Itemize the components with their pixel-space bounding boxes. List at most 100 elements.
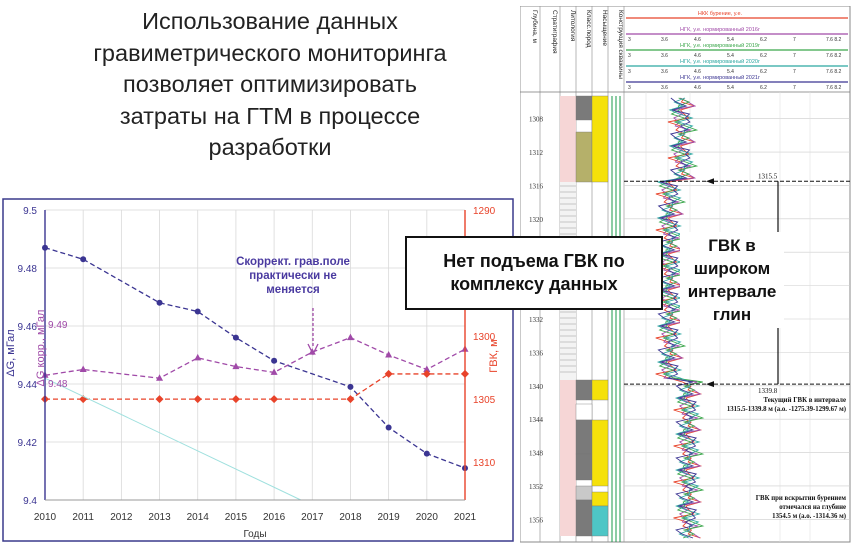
depth-label: 1352 bbox=[529, 483, 544, 491]
rock-class-block bbox=[575, 499, 593, 537]
grid-layer bbox=[44, 209, 466, 501]
legend-tick: 6.2 bbox=[760, 37, 767, 43]
legend-tick: 5.4 bbox=[727, 37, 734, 43]
point-gvk bbox=[422, 369, 431, 378]
legend-tick: 7 bbox=[793, 69, 796, 75]
y-tick-label-left: 9.5 bbox=[23, 206, 37, 217]
series-layer bbox=[41, 244, 469, 501]
series-line-trend bbox=[44, 377, 302, 501]
saturation-block bbox=[591, 419, 609, 487]
legend-tick: 6.2 bbox=[760, 85, 767, 91]
legend-tick: 4.6 bbox=[694, 69, 701, 75]
saturation-block bbox=[591, 95, 609, 183]
point-dg_corr bbox=[232, 362, 240, 370]
legend-tick: 5.4 bbox=[727, 69, 734, 75]
column-heading: Насыщение bbox=[601, 10, 608, 46]
legend-tick: 6.2 bbox=[760, 69, 767, 75]
depth-label: 1340 bbox=[529, 383, 544, 391]
point-dg bbox=[423, 450, 430, 457]
x-tick-label: 2021 bbox=[454, 512, 477, 523]
x-axis-label: Годы bbox=[243, 529, 266, 540]
current-gwc-note: Текущий ГВК в интервале bbox=[763, 397, 846, 404]
slide-title: Использование данных гравиметрического м… bbox=[93, 8, 447, 160]
y-axis-label-right: ГВК, м bbox=[488, 339, 500, 372]
annotation-line: меняется bbox=[266, 284, 319, 296]
legend-tick: 3.6 bbox=[661, 53, 668, 59]
legend-tick: 6.2 bbox=[760, 53, 767, 59]
lithology-bottom bbox=[560, 380, 576, 536]
legend-tick: 3 bbox=[628, 37, 631, 43]
callout-no-gwc-rise: Нет подъема ГВК по комплексу данных bbox=[405, 236, 663, 310]
depth-label: 1312 bbox=[529, 149, 544, 157]
point-dg bbox=[80, 256, 87, 263]
y-tick-label-left: 9.4 bbox=[23, 496, 37, 507]
legend-label: НГК, у.е. нормированный 2016г bbox=[680, 26, 760, 33]
legend-tick: 7 bbox=[793, 53, 796, 59]
lithology-top bbox=[560, 96, 576, 182]
legend-tick: 7.6 8.2 bbox=[826, 69, 842, 75]
drill-gwc-note: отмечался на глубине bbox=[779, 504, 846, 511]
y-tick-label-right: 1305 bbox=[473, 395, 496, 406]
point-gvk bbox=[270, 395, 279, 404]
series-line-gvk bbox=[45, 373, 465, 400]
rock-class-block bbox=[575, 485, 593, 501]
column-heading: Конструкция скважины bbox=[617, 10, 624, 79]
depth-label: 1332 bbox=[529, 316, 544, 324]
x-tick-label: 2015 bbox=[225, 512, 248, 523]
point-gvk bbox=[193, 395, 202, 404]
gwc-upper-label: 1315.5 bbox=[758, 172, 778, 180]
chart-frame bbox=[2, 198, 514, 542]
legend-tick: 7 bbox=[793, 85, 796, 91]
point-dg bbox=[156, 299, 163, 306]
point-dg bbox=[194, 308, 201, 315]
rock-class-block bbox=[575, 95, 593, 121]
depth-label: 1344 bbox=[529, 416, 544, 424]
y-tick-label-left: 9.48 bbox=[18, 264, 38, 275]
annotation-line: практически не bbox=[249, 270, 337, 282]
rock-class-block bbox=[575, 419, 593, 455]
legend-tick: 5.4 bbox=[727, 53, 734, 59]
x-tick-label: 2016 bbox=[263, 512, 286, 523]
legend-tick: 3.6 bbox=[661, 37, 668, 43]
saturation-block bbox=[591, 379, 609, 401]
point-dg_corr bbox=[346, 333, 354, 341]
legend-tick: 7.6 8.2 bbox=[826, 85, 842, 91]
callout-gwc-in-clays: ГВК в широком интервале глин bbox=[680, 232, 784, 328]
current-gwc-note: 1315.5-1339.8 м (а.о. -1275.39-1299.67 м… bbox=[727, 406, 846, 413]
depth-label: 1320 bbox=[529, 216, 544, 224]
legend-label: НКК бурение, у.е. bbox=[698, 11, 743, 17]
point-dg bbox=[385, 424, 392, 431]
y-tick-label-right: 1290 bbox=[473, 206, 496, 217]
series-line-dg bbox=[44, 247, 466, 469]
depth-label: 1308 bbox=[529, 116, 544, 124]
legend-label: НГК, у.е. нормированный 2020г bbox=[680, 58, 760, 65]
rock-class-block bbox=[575, 403, 593, 421]
y-tick-label-right: 1300 bbox=[473, 332, 496, 343]
x-tick-label: 2020 bbox=[416, 512, 439, 523]
depth-label: 1348 bbox=[529, 450, 544, 458]
x-tick-label: 2017 bbox=[301, 512, 324, 523]
x-tick-label: 2018 bbox=[339, 512, 362, 523]
legend-tick: 3 bbox=[628, 53, 631, 59]
point-dg_corr bbox=[423, 365, 431, 372]
chart-annotation: Скоррект. грав.поле практически не меняетс… bbox=[236, 256, 350, 296]
y-tick-label-left: 9.42 bbox=[18, 438, 38, 449]
drill-gwc-note: 1354.5 м (а.о. -1314.36 м) bbox=[772, 513, 846, 520]
point-gvk bbox=[155, 395, 164, 404]
point-dg bbox=[271, 357, 278, 364]
legend-tick: 7.6 8.2 bbox=[826, 53, 842, 59]
inner-label-lower: 9.48 bbox=[48, 379, 68, 390]
legend-tick: 4.6 bbox=[694, 85, 701, 91]
legend-tick: 3 bbox=[628, 85, 631, 91]
legend-tick: 3.6 bbox=[661, 85, 668, 91]
point-dg_corr bbox=[156, 374, 164, 381]
legend-tick: 4.6 bbox=[694, 53, 701, 59]
annotation-line: Скоррект. грав.поле bbox=[236, 256, 350, 268]
gwc-lower-label: 1339.8 bbox=[758, 387, 778, 395]
depth-label: 1356 bbox=[529, 516, 544, 524]
point-dg_corr bbox=[270, 368, 278, 375]
gwc-arrow-lower bbox=[706, 381, 714, 388]
annotation-arrow-head bbox=[307, 343, 319, 356]
x-tick-label: 2012 bbox=[110, 512, 133, 523]
point-gvk bbox=[231, 395, 240, 404]
